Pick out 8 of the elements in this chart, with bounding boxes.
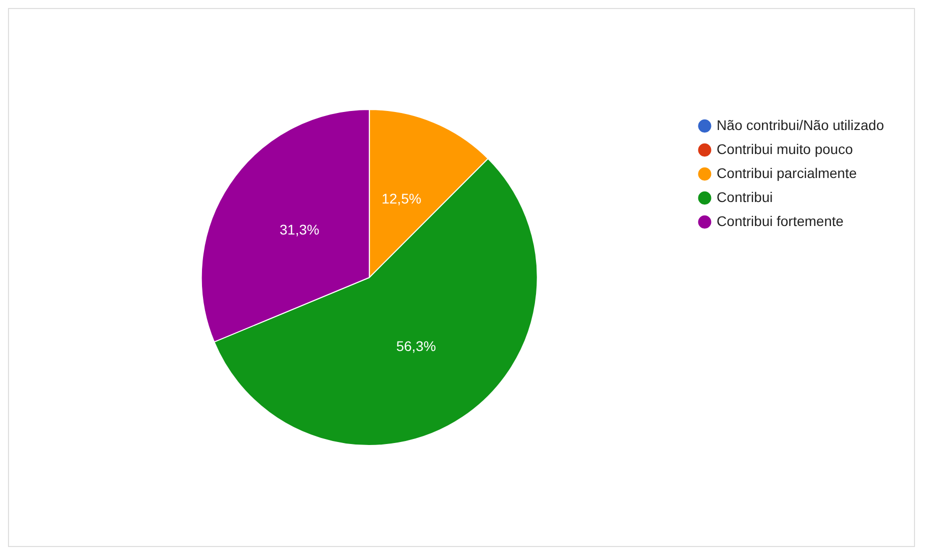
legend-label: Contribui [716, 188, 773, 205]
legend-label: Não contribui/Não utilizado [716, 116, 884, 133]
data-label: 12,5% [382, 190, 422, 207]
legend-label: Contribui fortemente [716, 212, 844, 229]
data-label: 31,3% [280, 222, 320, 238]
legend-label: Contribui muito pouco [716, 140, 854, 157]
legend-label: Contribui parcialmente [716, 164, 857, 181]
data-label: 56,3% [396, 338, 436, 354]
